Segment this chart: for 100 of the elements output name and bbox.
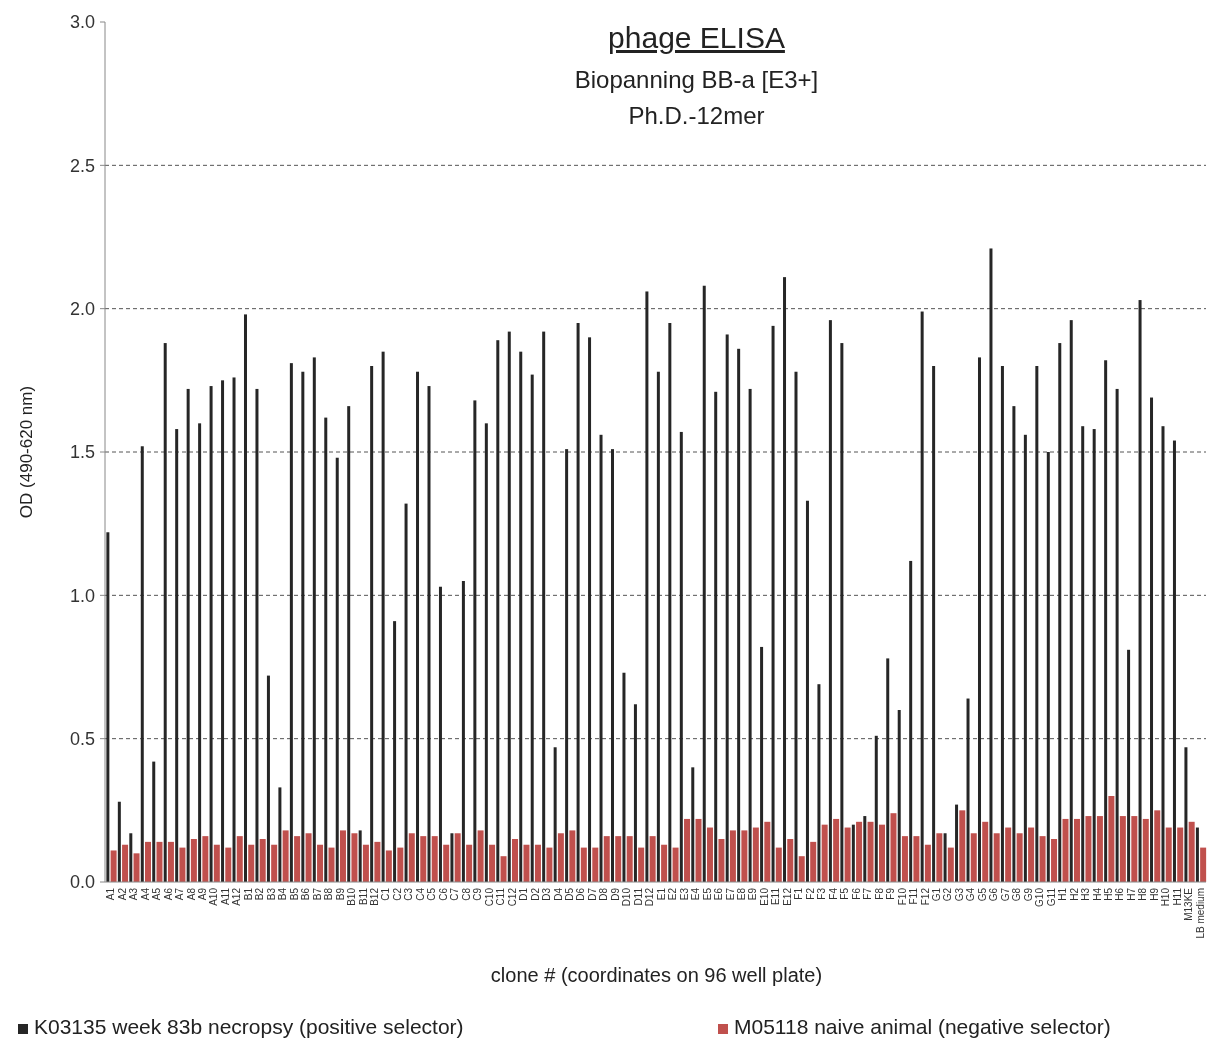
bar (1016, 833, 1023, 882)
bar (1172, 440, 1176, 882)
x-tick-label: G10 (1034, 887, 1046, 907)
x-tick-label: A10 (208, 887, 220, 906)
bar (221, 380, 225, 882)
bar (266, 675, 270, 882)
bar (374, 841, 381, 882)
bar (1138, 300, 1142, 882)
y-tick-label: 2.5 (69, 155, 95, 176)
x-tick-label: B6 (300, 887, 312, 901)
x-tick-label: D4 (552, 887, 564, 901)
bar (145, 841, 152, 882)
bar (117, 801, 121, 882)
x-tick-label: B2 (254, 887, 266, 901)
x-tick-label: B8 (323, 887, 335, 901)
bar (225, 847, 232, 882)
bar (236, 836, 243, 882)
bar (764, 821, 771, 882)
bar (1073, 818, 1080, 882)
bar (232, 377, 236, 882)
bar (202, 836, 209, 882)
bar (741, 830, 748, 882)
x-tick-label: A1 (105, 887, 117, 901)
x-tick-label: F5 (839, 887, 851, 900)
bar (512, 839, 519, 882)
bar (794, 371, 798, 882)
x-tick-label: E8 (736, 887, 748, 901)
x-tick-label: C7 (449, 887, 461, 901)
bar (840, 343, 844, 882)
x-tick-label: F1 (793, 887, 805, 900)
bar (167, 841, 174, 882)
bar (993, 833, 1000, 882)
bar (404, 503, 408, 882)
bar (879, 824, 886, 882)
bar (706, 827, 713, 882)
bar (1096, 816, 1103, 882)
bar (243, 314, 247, 882)
bar (645, 291, 649, 882)
x-tick-label: D6 (575, 887, 587, 901)
bar (737, 348, 741, 882)
bar (557, 833, 564, 882)
x-tick-label: LB medium (1194, 888, 1206, 939)
bar (783, 277, 787, 882)
legend-label: M05118 naive animal (negative selector) (734, 1015, 1111, 1038)
bar (897, 710, 901, 882)
bar (633, 704, 637, 882)
x-tick-label: H5 (1103, 887, 1115, 901)
bar (175, 429, 179, 882)
bar (649, 836, 656, 882)
bar (603, 836, 610, 882)
bar (817, 684, 821, 882)
bar (760, 646, 764, 882)
bar (484, 423, 488, 882)
bar (523, 844, 530, 882)
bar (450, 833, 454, 882)
x-tick-label: D2 (529, 887, 541, 901)
x-tick-label: H6 (1114, 887, 1126, 901)
bar (519, 351, 523, 882)
bar (335, 457, 339, 882)
x-tick-label: B11 (357, 887, 369, 906)
x-tick-label: C5 (426, 887, 438, 901)
y-tick-label: 2.0 (69, 298, 95, 319)
x-tick-label: C10 (483, 887, 495, 907)
bar (856, 821, 863, 882)
bar (718, 839, 725, 882)
x-tick-label: E12 (781, 887, 793, 906)
bar (198, 423, 202, 882)
y-tick-label: 1.0 (69, 585, 95, 606)
bar (592, 847, 599, 882)
bar (580, 847, 587, 882)
bar (259, 839, 266, 882)
x-tick-label: B12 (369, 887, 381, 906)
bar (702, 285, 706, 882)
bar (416, 371, 420, 882)
bar (420, 836, 427, 882)
bar (787, 839, 794, 882)
bar (828, 320, 832, 882)
bar (133, 853, 140, 882)
x-tick-label: H3 (1080, 887, 1092, 901)
x-tick-label: B3 (265, 887, 277, 901)
bar (328, 847, 335, 882)
x-tick-label: B9 (334, 887, 346, 901)
x-tick-label: E3 (678, 887, 690, 901)
bar (385, 850, 392, 882)
bar (443, 844, 450, 882)
bar (725, 334, 729, 882)
bar (393, 621, 397, 882)
x-tick-label: H11 (1171, 887, 1183, 906)
bar (936, 833, 943, 882)
x-tick-label: F7 (862, 887, 874, 900)
x-tick-label: E10 (758, 887, 770, 906)
bar (1062, 818, 1069, 882)
bar (1046, 452, 1050, 882)
bar (661, 844, 668, 882)
bar (140, 446, 144, 882)
x-tick-label: B1 (242, 887, 254, 901)
bar (122, 844, 129, 882)
x-tick-label: A5 (151, 887, 163, 901)
chart-title: phage ELISA (608, 21, 785, 54)
x-tick-label: E1 (655, 887, 667, 901)
